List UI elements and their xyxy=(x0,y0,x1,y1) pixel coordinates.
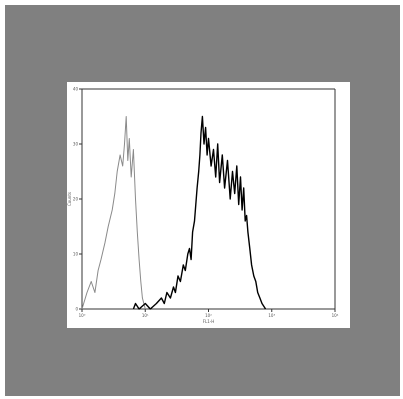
x-tick-label-1: 10¹ xyxy=(142,313,149,318)
x-tick-label-3: 10³ xyxy=(268,313,275,318)
y-tick-label-2: 20 xyxy=(73,197,79,202)
plot-card: 10⁰ 10¹ 10² 10³ 10⁴ 0 10 20 30 40 FL1-H Counts xyxy=(67,82,350,328)
histogram-series-1 xyxy=(132,115,267,310)
image-frame: 10⁰ 10¹ 10² 10³ 10⁴ 0 10 20 30 40 FL1-H Counts xyxy=(5,5,400,396)
x-axis-label: FL1-H xyxy=(203,319,215,324)
axes xyxy=(81,88,336,310)
x-tick-label-2: 10² xyxy=(205,313,212,318)
y-tick-label-4: 40 xyxy=(73,87,79,92)
histogram-chart: 10⁰ 10¹ 10² 10³ 10⁴ 0 10 20 30 40 FL1-H Counts xyxy=(67,87,339,325)
x-tick-label-0: 10⁰ xyxy=(79,313,86,318)
histogram-series-0 xyxy=(81,116,146,310)
series-layer xyxy=(81,115,267,310)
y-tick-label-3: 30 xyxy=(73,142,79,147)
y-axis-label: Counts xyxy=(67,192,72,206)
y-tick-label-0: 0 xyxy=(75,307,78,312)
y-tick-label-1: 10 xyxy=(73,252,79,257)
y-ticks: 0 10 20 30 40 xyxy=(73,87,82,312)
x-tick-label-4: 10⁴ xyxy=(332,313,339,318)
x-ticks: 10⁰ 10¹ 10² 10³ 10⁴ xyxy=(79,309,339,318)
